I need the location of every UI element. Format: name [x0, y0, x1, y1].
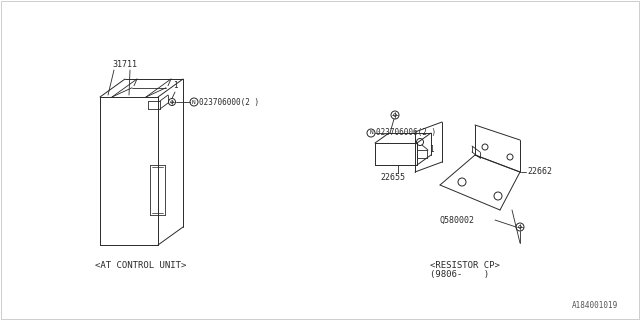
Text: <AT CONTROL UNIT>: <AT CONTROL UNIT>: [95, 260, 186, 269]
Text: 1: 1: [429, 146, 434, 155]
Text: 1: 1: [173, 81, 177, 90]
Text: 31711: 31711: [112, 60, 137, 69]
Text: A184001019: A184001019: [572, 301, 618, 310]
Text: N: N: [192, 100, 196, 105]
Text: 023706000(2 ): 023706000(2 ): [199, 98, 259, 107]
Text: 22655: 22655: [380, 172, 405, 181]
Text: N: N: [369, 131, 373, 135]
Text: 023706006(2 ): 023706006(2 ): [376, 129, 436, 138]
Text: Q580002: Q580002: [440, 215, 475, 225]
Text: (9806-    ): (9806- ): [430, 270, 489, 279]
Text: <RESISTOR CP>: <RESISTOR CP>: [430, 260, 500, 269]
Text: 22662: 22662: [527, 167, 552, 177]
